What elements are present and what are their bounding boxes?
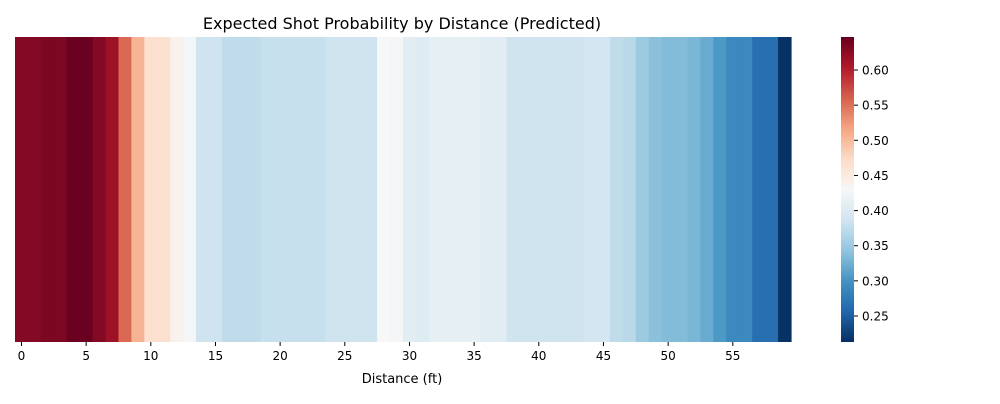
x-tick-label: 25 bbox=[337, 349, 352, 363]
colorbar-tick-label: 0.30 bbox=[862, 274, 889, 288]
heatmap-cell bbox=[196, 37, 210, 342]
heatmap-cell bbox=[364, 37, 378, 342]
heatmap-cell bbox=[765, 37, 779, 342]
heatmap-cell bbox=[648, 37, 663, 342]
heatmap-cell bbox=[53, 37, 68, 342]
heatmap-cell bbox=[79, 37, 94, 342]
heatmap-cell bbox=[15, 37, 29, 342]
heatmap-cell bbox=[40, 37, 55, 342]
heatmap-cell bbox=[377, 37, 391, 342]
heatmap-cell bbox=[27, 37, 42, 342]
heatmap-cell bbox=[506, 37, 520, 342]
colorbar-tick-label: 0.55 bbox=[862, 99, 889, 113]
heatmap-cell bbox=[403, 37, 417, 342]
x-axis: 0 5 10 15 20 25 30 35 40 45 50 55 bbox=[18, 342, 740, 363]
heatmap-cell bbox=[325, 37, 339, 342]
heatmap-cell bbox=[338, 37, 352, 342]
x-tick-label: 30 bbox=[402, 349, 417, 363]
heatmap-cell bbox=[299, 37, 314, 342]
x-tick-label: 0 bbox=[18, 349, 26, 363]
heatmap-cell bbox=[183, 37, 197, 342]
heatmap-cell bbox=[467, 37, 482, 342]
heatmap-cell bbox=[713, 37, 727, 342]
chart-title: Expected Shot Probability by Distance (P… bbox=[203, 14, 601, 33]
colorbar-tick-label: 0.40 bbox=[862, 204, 889, 218]
x-tick-label: 10 bbox=[143, 349, 158, 363]
heatmap-cell bbox=[66, 37, 81, 342]
heatmap-cell bbox=[700, 37, 714, 342]
heatmap-cell bbox=[428, 37, 443, 342]
heatmap-cell bbox=[739, 37, 753, 342]
heatmap-cell bbox=[571, 37, 585, 342]
heatmap-cell bbox=[454, 37, 469, 342]
heatmap-cell bbox=[622, 37, 637, 342]
heatmap-cell bbox=[105, 37, 120, 342]
heatmap-cell bbox=[778, 37, 792, 342]
heatmap-cell bbox=[519, 37, 533, 342]
heatmap-cell bbox=[674, 37, 689, 342]
heatmap-cell bbox=[441, 37, 456, 342]
heatmap-cell bbox=[480, 37, 495, 342]
heatmap-cell bbox=[209, 37, 223, 342]
heatmap-cell bbox=[661, 37, 676, 342]
heatmap-cell bbox=[144, 37, 158, 342]
heatmap-cell bbox=[545, 37, 559, 342]
heatmap-cell bbox=[170, 37, 184, 342]
heatmap-cell bbox=[157, 37, 171, 342]
heatmap-cell bbox=[221, 37, 236, 342]
heatmap-cell bbox=[493, 37, 508, 342]
colorbar-tick-label: 0.25 bbox=[862, 309, 889, 323]
heatmap-cell bbox=[312, 37, 326, 342]
heatmap-cells bbox=[15, 37, 792, 342]
heatmap-cell bbox=[726, 37, 740, 342]
heatmap-cell bbox=[532, 37, 546, 342]
heatmap-cell bbox=[234, 37, 249, 342]
heatmap-cell bbox=[635, 37, 650, 342]
heatmap-cell bbox=[351, 37, 365, 342]
heatmap-cell bbox=[609, 37, 624, 342]
heatmap-cell bbox=[390, 37, 404, 342]
heatmap-cell bbox=[273, 37, 288, 342]
x-tick-label: 40 bbox=[531, 349, 546, 363]
colorbar-tick-label: 0.50 bbox=[862, 134, 889, 148]
x-tick-label: 55 bbox=[725, 349, 740, 363]
heatmap-cell bbox=[415, 37, 430, 342]
x-tick-label: 5 bbox=[82, 349, 90, 363]
x-tick-label: 20 bbox=[272, 349, 287, 363]
heatmap-cell bbox=[286, 37, 301, 342]
x-tick-label: 45 bbox=[596, 349, 611, 363]
colorbar bbox=[841, 37, 854, 342]
heatmap-cell bbox=[92, 37, 107, 342]
heatmap-cell bbox=[752, 37, 766, 342]
heatmap-cell bbox=[558, 37, 572, 342]
colorbar-tick-label: 0.45 bbox=[862, 169, 889, 183]
x-tick-label: 35 bbox=[466, 349, 481, 363]
x-axis-label: Distance (ft) bbox=[362, 372, 443, 387]
colorbar-tick-label: 0.35 bbox=[862, 239, 889, 253]
x-tick-label: 50 bbox=[660, 349, 675, 363]
heatmap-cell bbox=[247, 37, 262, 342]
heatmap-cell bbox=[118, 37, 132, 342]
colorbar-ticks: 0.25 0.30 0.35 0.40 0.45 0.50 0.55 0.60 bbox=[854, 64, 889, 323]
colorbar-tick-label: 0.60 bbox=[862, 64, 889, 78]
heatmap-cell bbox=[131, 37, 145, 342]
heatmap-cell bbox=[687, 37, 702, 342]
heatmap-cell bbox=[260, 37, 275, 342]
heatmap-cell bbox=[597, 37, 611, 342]
x-tick-label: 15 bbox=[208, 349, 223, 363]
heatmap-cell bbox=[584, 37, 598, 342]
